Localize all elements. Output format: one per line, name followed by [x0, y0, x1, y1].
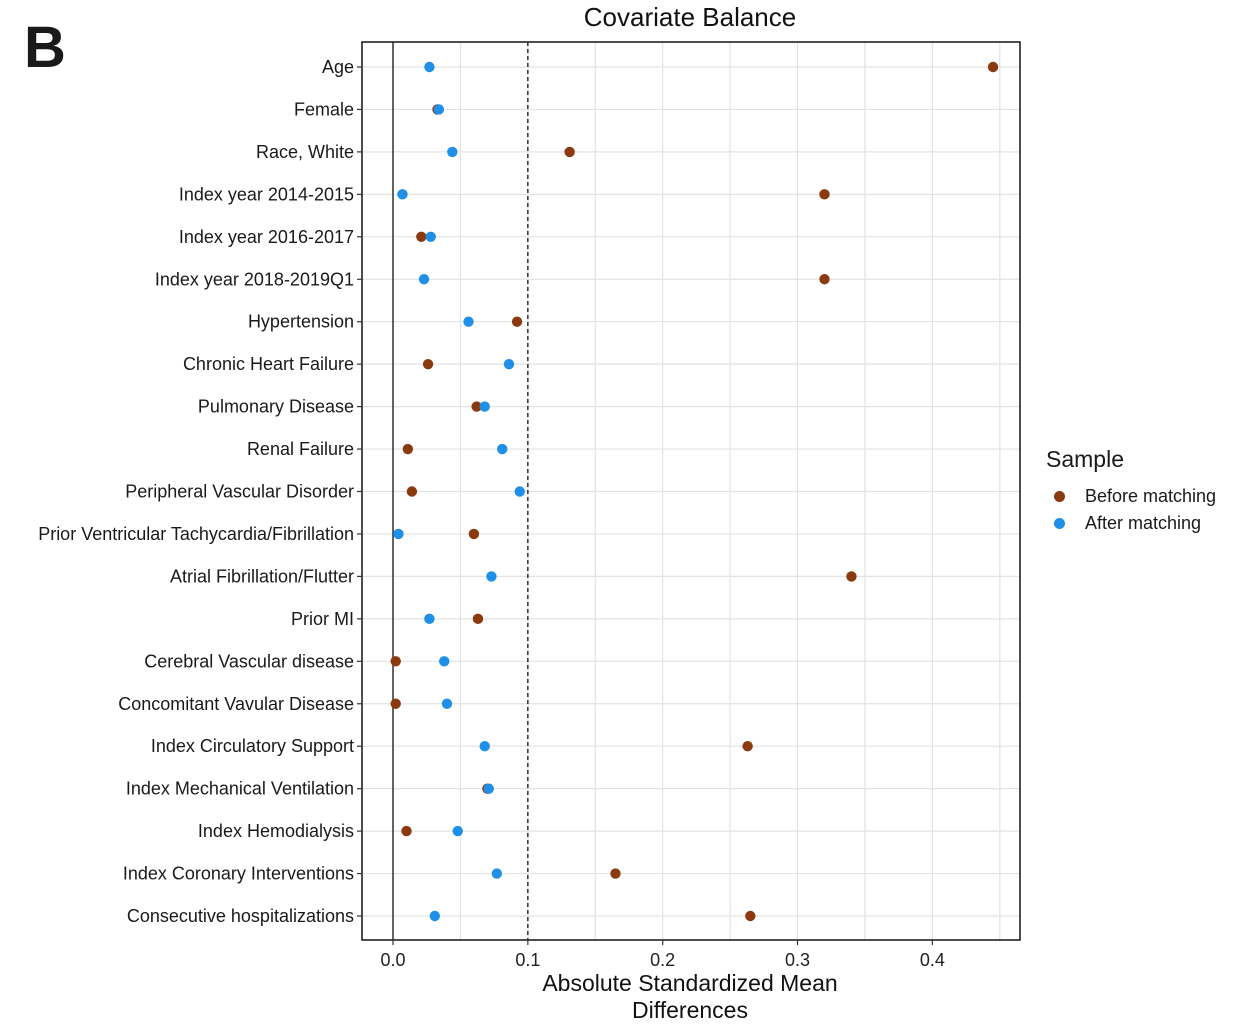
point-after-matching-female — [433, 104, 445, 115]
point-before-matching-renal-failure — [402, 443, 414, 455]
point-before-matching-cerebral-vascular-disease — [390, 656, 401, 667]
legend: Sample Before matching After matching — [1046, 446, 1216, 537]
point-after-matching-peripheral-vascular-disorder — [514, 486, 525, 497]
y-tick-label-concomitant-vavular-disease: Concomitant Vavular Disease — [118, 694, 354, 714]
point-after-matching-index-year-2018-2019q1 — [418, 274, 430, 285]
point-before-matching-peripheral-vascular-disorder — [406, 486, 418, 497]
x-axis: 0.0 0.1 0.2 0.3 0.4 — [380, 940, 945, 970]
point-before-matching-atrial-fibrillation-flutter — [846, 571, 857, 582]
point-after-matching-prior-mi — [424, 613, 435, 625]
legend-label-after-matching: After matching — [1085, 513, 1202, 533]
point-before-matching-pulmonary-disease — [471, 401, 482, 412]
point-before-matching-index-circulatory-support — [742, 741, 753, 752]
y-tick-label-peripheral-vascular-disorder: Peripheral Vascular Disorder — [125, 482, 354, 502]
y-tick-label-female: Female — [294, 99, 354, 119]
x-tick-label: 0.3 — [785, 950, 810, 970]
point-before-matching-index-year-2018-2019q1 — [819, 274, 830, 285]
reference-lines — [392, 42, 529, 940]
point-before-matching-prior-ventricular-tachycardia-fibrillation — [468, 528, 480, 540]
point-after-matching-renal-failure — [497, 443, 508, 455]
y-tick-label-pulmonary-disease: Pulmonary Disease — [198, 397, 354, 417]
x-tick-label: 0.1 — [515, 950, 540, 970]
point-before-matching-race-white — [564, 146, 575, 158]
point-before-matching-index-hemodialysis — [401, 825, 412, 837]
y-axis: Age Female Race, White Index year 2014-2015… — [38, 57, 362, 926]
y-tick-label-atrial-fibrillation-flutter: Atrial Fibrillation/Flutter — [170, 566, 354, 586]
chart-title: Covariate Balance — [584, 2, 796, 32]
legend-title: Sample — [1046, 446, 1124, 472]
legend-key-after-matching — [1054, 518, 1065, 529]
point-after-matching-index-hemodialysis — [452, 825, 463, 837]
point-before-matching-consecutive-hospitalizations — [745, 910, 756, 922]
panel-letter: B — [24, 15, 66, 80]
point-before-matching-prior-mi — [472, 613, 484, 625]
point-after-matching-prior-ventricular-tachycardia-fibrillation — [393, 528, 404, 540]
point-after-matching-consecutive-hospitalizations — [429, 910, 441, 922]
y-tick-label-index-coronary-interventions: Index Coronary Interventions — [123, 864, 354, 884]
point-after-matching-pulmonary-disease — [479, 401, 490, 412]
y-tick-label-index-mechanical-ventilation: Index Mechanical Ventilation — [126, 779, 354, 799]
point-before-matching-index-year-2016-2017 — [416, 231, 427, 242]
point-before-matching-chronic-heart-failure — [422, 358, 434, 370]
y-tick-label-index-circulatory-support: Index Circulatory Support — [151, 736, 354, 756]
y-tick-label-race-white: Race, White — [256, 142, 354, 162]
grid-layer — [362, 42, 1020, 940]
point-after-matching-index-mechanical-ventilation — [483, 783, 494, 794]
point-after-matching-atrial-fibrillation-flutter — [486, 571, 497, 582]
y-tick-label-hypertension: Hypertension — [248, 312, 354, 332]
point-before-matching-concomitant-vavular-disease — [390, 698, 401, 709]
data-points — [390, 61, 999, 922]
y-tick-label-chronic-heart-failure: Chronic Heart Failure — [183, 354, 354, 374]
y-tick-label-renal-failure: Renal Failure — [247, 439, 354, 459]
y-tick-label-index-hemodialysis: Index Hemodialysis — [198, 821, 354, 841]
point-after-matching-hypertension — [463, 316, 474, 327]
y-tick-label-prior-mi: Prior MI — [291, 609, 354, 629]
legend-item-after-matching: After matching — [1046, 510, 1216, 537]
point-after-matching-index-circulatory-support — [479, 741, 490, 752]
point-before-matching-age — [987, 61, 999, 73]
legend-label-before-matching: Before matching — [1085, 486, 1217, 506]
y-tick-label-prior-ventricular-tachycardia-fibrillation: Prior Ventricular Tachycardia/Fibrillati… — [38, 524, 354, 544]
y-tick-label-age: Age — [322, 57, 354, 77]
x-tick-label: 0.4 — [920, 950, 945, 970]
x-tick-label: 0.0 — [380, 950, 405, 970]
x-axis-title-line-2: Differences — [632, 997, 748, 1023]
point-after-matching-chronic-heart-failure — [503, 358, 515, 370]
x-tick-label: 0.2 — [650, 950, 675, 970]
point-after-matching-index-coronary-interventions — [491, 868, 503, 879]
y-tick-label-index-year-2016-2017: Index year 2016-2017 — [179, 227, 354, 247]
y-tick-label-consecutive-hospitalizations: Consecutive hospitalizations — [127, 906, 354, 926]
point-before-matching-index-coronary-interventions — [610, 868, 621, 879]
y-tick-label-index-year-2018-2019q1: Index year 2018-2019Q1 — [155, 269, 354, 289]
legend-item-before-matching: Before matching — [1046, 483, 1216, 510]
y-tick-label-index-year-2014-2015: Index year 2014-2015 — [179, 184, 354, 204]
point-after-matching-cerebral-vascular-disease — [439, 656, 450, 667]
legend-key-before-matching — [1054, 491, 1065, 502]
y-tick-label-cerebral-vascular-disease: Cerebral Vascular disease — [144, 651, 354, 671]
point-after-matching-concomitant-vavular-disease — [441, 698, 453, 709]
point-after-matching-race-white — [447, 146, 458, 158]
x-axis-title-line-1: Absolute Standardized Mean — [542, 970, 837, 996]
point-before-matching-index-year-2014-2015 — [819, 189, 830, 200]
point-after-matching-index-year-2014-2015 — [397, 189, 408, 200]
point-after-matching-index-year-2016-2017 — [425, 231, 436, 242]
point-before-matching-hypertension — [511, 316, 523, 327]
point-after-matching-age — [424, 61, 435, 73]
